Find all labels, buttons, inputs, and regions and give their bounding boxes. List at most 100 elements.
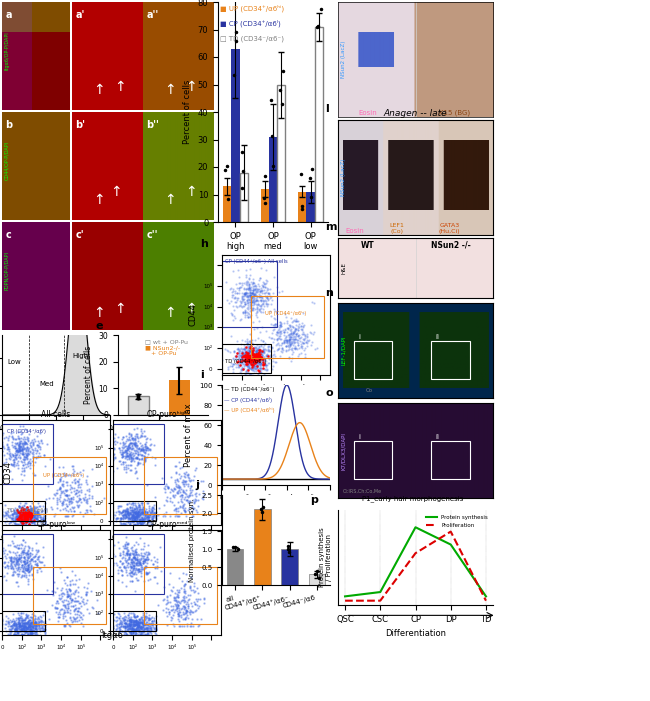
Point (170, 475, 181, 486)
Point (253, 348, 263, 360)
Point (119, 629, 129, 641)
Point (13, 426, 23, 437)
Point (0, 544, 7, 555)
Point (269, 320, 280, 331)
Point (243, 341, 254, 352)
Point (22, 506, 32, 517)
Point (31, 453, 42, 464)
Point (136, 559, 146, 571)
Point (65, 498, 75, 509)
Point (263, 293, 274, 304)
Point (135, 426, 146, 437)
Point (284, 334, 294, 345)
Point (11, 623, 21, 634)
Point (263, 284, 273, 295)
Point (181, 609, 192, 620)
Point (125, 629, 135, 641)
Point (135, 625, 146, 637)
Point (276, 325, 287, 336)
Point (9, 552, 20, 563)
Point (133, 506, 143, 517)
Point (108, 452, 118, 463)
Point (20, 512, 31, 524)
Point (0, 618, 7, 629)
Point (20, 624, 30, 635)
Point (61, 510, 72, 522)
Point (139, 537, 150, 548)
Point (198, 494, 208, 505)
Point (16, 545, 27, 557)
Point (111, 436, 121, 447)
Point (129, 550, 140, 561)
Point (151, 562, 162, 573)
Point (179, 494, 189, 505)
Point (261, 295, 271, 306)
Point (120, 506, 131, 517)
Point (123, 517, 133, 528)
Point (133, 620, 143, 631)
Point (151, 617, 161, 628)
Point (108, 557, 118, 568)
Point (127, 453, 138, 464)
Point (252, 362, 262, 373)
Point (257, 291, 268, 302)
Point (25, 513, 36, 524)
Point (240, 351, 251, 362)
Point (14, 619, 25, 630)
Point (244, 346, 255, 357)
Point (25, 505, 36, 516)
Point (40, 507, 51, 518)
Point (10, 625, 21, 636)
Point (237, 292, 248, 303)
Point (164, 606, 175, 618)
Point (14, 500, 24, 511)
Point (252, 294, 262, 305)
Point (19, 624, 29, 635)
Point (189, 488, 200, 499)
Point (108, 620, 118, 632)
Point (3, 629, 13, 640)
Point (8, 508, 18, 519)
Point (245, 283, 255, 294)
Point (74, 610, 85, 621)
Point (127, 435, 138, 446)
Point (120, 539, 130, 550)
Point (142, 511, 153, 522)
Point (126, 616, 136, 627)
Point (125, 626, 136, 637)
Point (129, 612, 140, 623)
Point (120, 519, 130, 530)
Point (280, 323, 290, 334)
Point (114, 622, 124, 633)
Point (291, 323, 302, 334)
Point (33, 553, 44, 564)
Point (199, 593, 209, 604)
Point (138, 501, 148, 512)
Point (242, 368, 252, 379)
Point (240, 355, 251, 367)
Point (32, 544, 43, 555)
Point (255, 350, 265, 362)
Point (291, 336, 301, 348)
Point (138, 553, 149, 564)
Point (76, 469, 86, 480)
Point (133, 554, 144, 565)
Point (260, 353, 270, 365)
Point (29, 627, 40, 639)
Point (19, 512, 29, 524)
Point (119, 627, 129, 638)
Point (253, 332, 263, 343)
Point (131, 553, 142, 564)
Point (237, 350, 248, 361)
Point (250, 287, 261, 298)
Point (5, 465, 15, 477)
Point (129, 519, 140, 531)
Point (17, 618, 27, 629)
Point (125, 508, 135, 519)
Point (114, 608, 125, 619)
Point (14, 440, 24, 451)
Point (133, 509, 144, 520)
Point (174, 611, 184, 622)
Point (28, 516, 38, 527)
Point (33, 611, 44, 622)
